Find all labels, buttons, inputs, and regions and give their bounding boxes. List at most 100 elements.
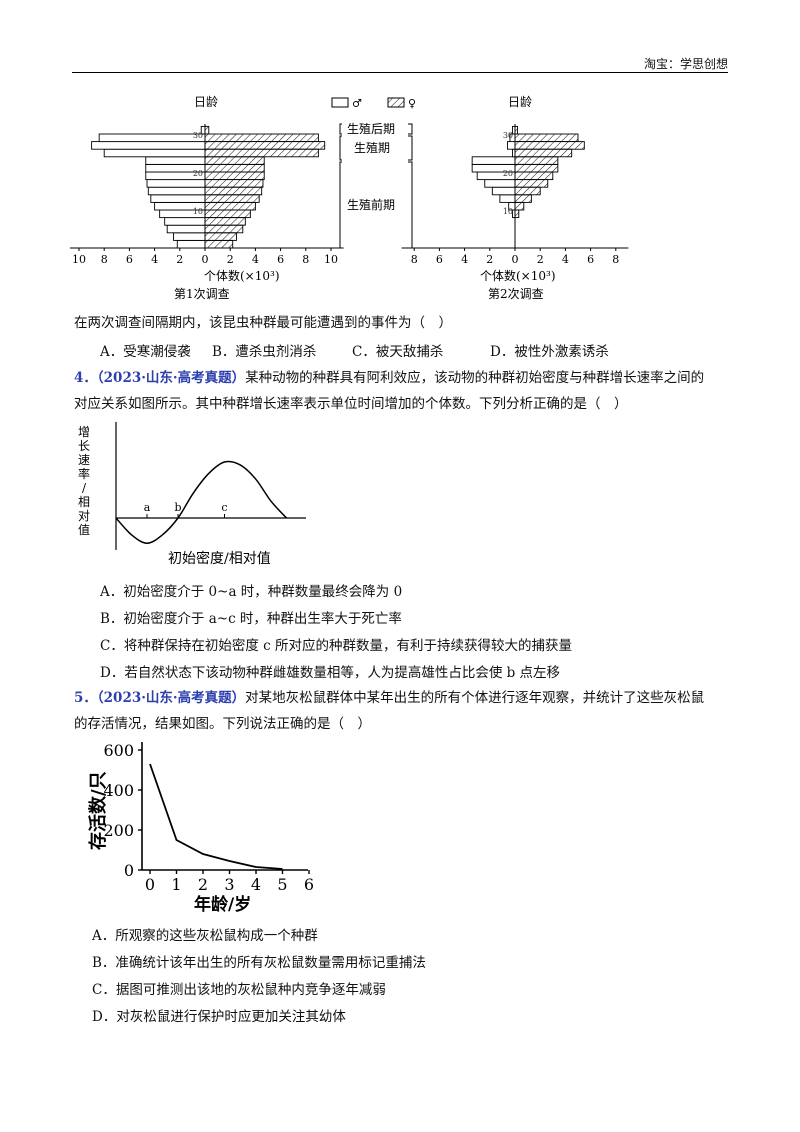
- q5-stem-text: 对某地灰松鼠群体中某年出生的所有个体进行逐年观察，并统计了这些灰松鼠: [245, 690, 705, 706]
- right-female-bar: [514, 141, 585, 150]
- right-female-bar: [514, 179, 549, 188]
- left-x-tick-label: 6: [277, 253, 284, 266]
- q4-option-a: A．初始密度介于 0~a 时，种群数量最终会降为 0: [100, 584, 403, 600]
- right-x-tick-label: 4: [461, 253, 468, 266]
- q3-stem: 在两次调查间隔期内，该昆虫种群最可能遭遇到的事件为（ ）: [74, 315, 452, 331]
- right-female-bar: [514, 133, 579, 143]
- page-header: 淘宝：学思创想: [643, 57, 728, 71]
- right-male-bar: [471, 156, 516, 165]
- left-male-bar: [166, 224, 206, 234]
- right-male-bar: [499, 194, 516, 203]
- stage-post-label: 生殖后期: [347, 121, 395, 136]
- left-female-bar: [204, 201, 256, 211]
- left-x-tick-label: 8: [101, 253, 108, 266]
- q4-point-label-c: c: [221, 501, 227, 514]
- left-male-bar: [150, 194, 206, 203]
- survival-curve: [149, 763, 283, 870]
- left-female-bar: [204, 239, 234, 249]
- right-female-bar: [514, 194, 532, 203]
- q3-option-d: D．被性外激素诱杀: [490, 344, 609, 360]
- right-x-tick-label: 8: [411, 253, 418, 266]
- right-x-ticks: 8 6 4 2 0 2 4 6 8: [411, 248, 619, 266]
- left-male-bar: [176, 239, 206, 249]
- left-x-tick-label: 10: [324, 253, 338, 266]
- q4-y-axis-label: 增长速率/相对值: [78, 425, 90, 537]
- right-female-bar: [514, 171, 554, 181]
- q5-x-tick-label: 2: [198, 875, 208, 894]
- left-x-tick-label: 2: [227, 253, 234, 266]
- right-male-bar: [484, 179, 516, 188]
- left-pyramid: 30 20 10: [70, 124, 344, 250]
- left-female-bar: [204, 171, 265, 181]
- q5-number: 5．: [74, 690, 97, 706]
- q3-option-c: C．被天敌捕杀: [352, 344, 444, 360]
- legend-female: ♀: [408, 97, 416, 110]
- q5-x-tick-label: 4: [251, 875, 261, 894]
- q4-option-d: D．若自然状态下该动物种群雌雄数量相等，人为提高雄性占比会使 b 点左移: [100, 665, 561, 681]
- q4-stem-text: 某种动物的种群具有阿利效应，该动物的种群初始密度与种群增长速率之间的: [245, 370, 705, 386]
- left-male-bar: [146, 179, 206, 188]
- right-female-bar: [514, 148, 573, 158]
- q5-y-tick-label: 0: [124, 861, 134, 880]
- left-caption: 第1次调查: [174, 287, 230, 301]
- left-x-tick-label: 6: [126, 253, 133, 266]
- q4-x-axis-label: 初始密度/相对值: [168, 550, 271, 567]
- q5-y-tick-label: 400: [103, 781, 134, 800]
- q5-option-a: A．所观察的这些灰松鼠构成一个种群: [92, 928, 318, 944]
- q4-marked-points: a b c: [144, 501, 228, 518]
- stage-pre-label: 生殖前期: [347, 197, 395, 212]
- left-female-bar: [204, 156, 265, 165]
- left-male-bar: [147, 186, 206, 196]
- q4-y-label-char: 增: [78, 425, 90, 439]
- left-x-label: 个体数(×10³): [204, 268, 280, 283]
- q3-option-b: B．遭杀虫剂消杀: [212, 344, 317, 360]
- left-x-tick-label: 4: [151, 253, 158, 266]
- q5-stem-line1: 5．（2023·山东·高考真题）对某地灰松鼠群体中某年出生的所有个体进行逐年观察…: [74, 686, 704, 706]
- right-female-bar: [514, 163, 559, 173]
- stage-brackets: [339, 123, 413, 249]
- left-x-tick-label: 0: [202, 253, 209, 266]
- q4-point-label-b: b: [174, 501, 181, 514]
- q5-y-axis-label: 存活数/只: [87, 771, 109, 850]
- left-female-bar: [204, 163, 265, 173]
- left-female-bar: [204, 232, 237, 241]
- q5-y-ticks: 0 200 400 600: [103, 741, 142, 880]
- q5-x-tick-label: 0: [145, 875, 155, 894]
- right-female-bar: [514, 156, 559, 165]
- left-male-bar: [91, 141, 206, 150]
- left-female-bar: [204, 186, 263, 196]
- left-male-bar: [145, 156, 206, 165]
- q5-x-tick-label: 5: [277, 875, 287, 894]
- q4-point-label-a: a: [144, 501, 151, 514]
- left-x-ticks: 10 8 6 4 2 0 2 4 6 8 10: [72, 248, 338, 266]
- left-female-bar: [204, 209, 251, 219]
- q5-x-tick-label: 3: [224, 875, 234, 894]
- q4-stem-line1: 4．（2023·山东·高考真题）某种动物的种群具有阿利效应，该动物的种群初始密度…: [74, 366, 704, 386]
- right-female-bar: [514, 125, 518, 135]
- q4-number: 4．: [74, 370, 97, 386]
- right-y-tick-label: 20: [503, 169, 513, 178]
- right-female-bar: [514, 186, 541, 196]
- left-male-bar: [103, 148, 206, 158]
- left-y-tick-label: 20: [193, 169, 203, 178]
- left-y-tick-label: 30: [193, 131, 203, 140]
- q4-y-label-char: 相: [78, 495, 90, 509]
- stage-repro-label: 生殖期: [354, 140, 390, 155]
- right-female-bar: [514, 201, 525, 211]
- q4-source: （2023·山东·高考真题）: [96, 370, 246, 386]
- left-x-tick-label: 8: [302, 253, 309, 266]
- header-rule: [72, 72, 728, 73]
- q5-stem-line2: 的存活情况，结果如图。下列说法正确的是（ ）: [74, 716, 371, 732]
- q5-y-tick-label: 600: [103, 741, 134, 760]
- q4-stem-line2: 对应关系如图所示。其中种群增长速率表示单位时间增加的个体数。下列分析正确的是（ …: [74, 396, 628, 412]
- left-female-bar: [204, 217, 246, 226]
- left-y-axis-label: 日龄: [194, 95, 218, 109]
- right-x-tick-label: 0: [512, 253, 519, 266]
- q5-option-c: C．据图可推测出该地的灰松鼠种内竞争逐年减弱: [92, 982, 386, 998]
- right-y-tick-label: 30: [503, 131, 513, 140]
- right-x-tick-label: 4: [562, 253, 569, 266]
- left-x-tick-label: 4: [252, 253, 259, 266]
- legend: ♂ ♀: [331, 97, 416, 110]
- q5-x-tick-label: 6: [304, 875, 314, 894]
